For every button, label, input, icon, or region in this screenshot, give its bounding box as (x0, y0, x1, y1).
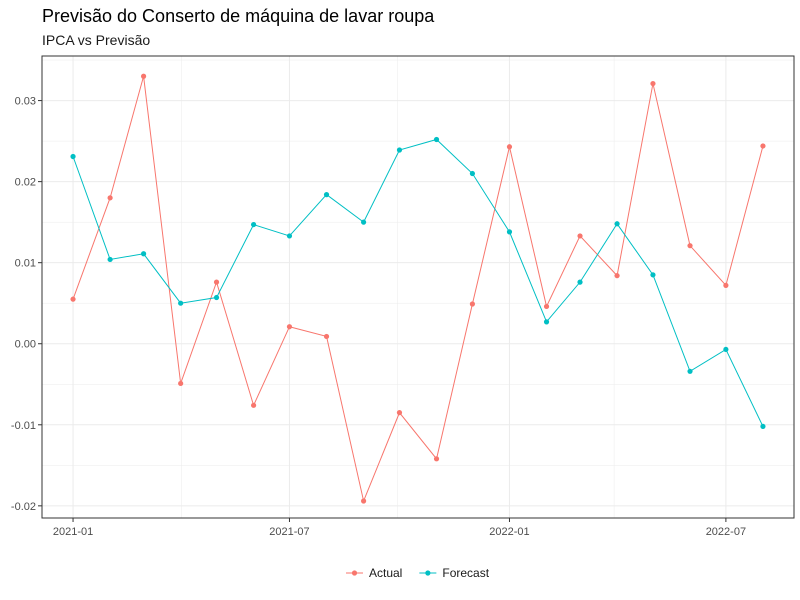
x-tick-label: 2021-01 (53, 526, 93, 538)
chart-subtitle: IPCA vs Previsão (42, 32, 151, 48)
y-tick-label: 0.01 (15, 258, 36, 270)
data-point-forecast (286, 233, 293, 239)
data-point-actual (323, 333, 330, 340)
data-point-forecast (543, 319, 550, 325)
data-point-actual (140, 73, 147, 79)
x-tick-label: 2022-07 (706, 526, 746, 538)
data-point-actual (213, 279, 220, 285)
data-point-actual (614, 273, 620, 279)
y-tick-label: -0.01 (11, 420, 36, 432)
series (70, 73, 766, 504)
data-point-actual (433, 456, 440, 462)
data-point-actual (360, 498, 367, 504)
data-point-forecast (250, 221, 257, 228)
data-point-forecast (323, 192, 330, 198)
data-point-actual (760, 143, 766, 149)
legend-label-forecast: Forecast (442, 566, 489, 580)
data-point-actual (577, 233, 583, 239)
data-point-actual (70, 296, 76, 302)
y-tick-label: 0.03 (15, 96, 36, 108)
data-point-forecast (723, 346, 729, 353)
data-point-actual (723, 282, 729, 288)
data-point-forecast (687, 368, 693, 374)
data-point-actual (650, 80, 656, 87)
data-point-actual (687, 243, 693, 249)
data-point-forecast (360, 219, 367, 225)
data-point-forecast (140, 251, 147, 257)
data-point-forecast (396, 147, 403, 153)
data-point-forecast (760, 423, 766, 430)
data-point-forecast (213, 294, 220, 301)
grid (42, 56, 794, 518)
data-point-actual (178, 380, 184, 387)
y-tick-label: 0.00 (15, 339, 36, 351)
axes: 0.03 0.02 0.01 0.00 -0.01 -0.02 2021-01 2021-07… (11, 96, 746, 538)
series-line-forecast (72, 138, 764, 427)
data-point-forecast (70, 153, 76, 160)
legend-label-actual: Actual (369, 566, 402, 580)
x-tick-label: 2022-01 (489, 526, 529, 538)
data-point-forecast (506, 229, 513, 235)
legend-key-point-forecast (425, 570, 431, 576)
y-tick-label: 0.02 (15, 177, 36, 189)
data-point-forecast (433, 136, 440, 143)
y-tick-label: -0.02 (11, 501, 36, 513)
x-tick-label: 2021-07 (269, 526, 309, 538)
data-point-forecast (469, 170, 476, 177)
data-point-actual (506, 144, 513, 150)
chart-title: Previsão do Conserto de máquina de lavar… (42, 6, 435, 26)
data-point-actual (469, 301, 476, 307)
series-line-actual (72, 76, 764, 503)
data-point-forecast (614, 221, 620, 227)
legend: Actual Forecast (346, 566, 490, 580)
legend-key-point-actual (351, 570, 358, 576)
data-point-actual (543, 303, 550, 310)
data-point-actual (286, 324, 293, 330)
plot-panel-border (41, 55, 795, 519)
data-point-actual (107, 195, 113, 201)
data-point-forecast (178, 300, 184, 306)
data-point-forecast (577, 279, 583, 285)
data-point-actual (396, 410, 403, 416)
data-point-forecast (107, 256, 113, 263)
data-point-actual (250, 402, 257, 408)
data-point-forecast (650, 272, 656, 278)
